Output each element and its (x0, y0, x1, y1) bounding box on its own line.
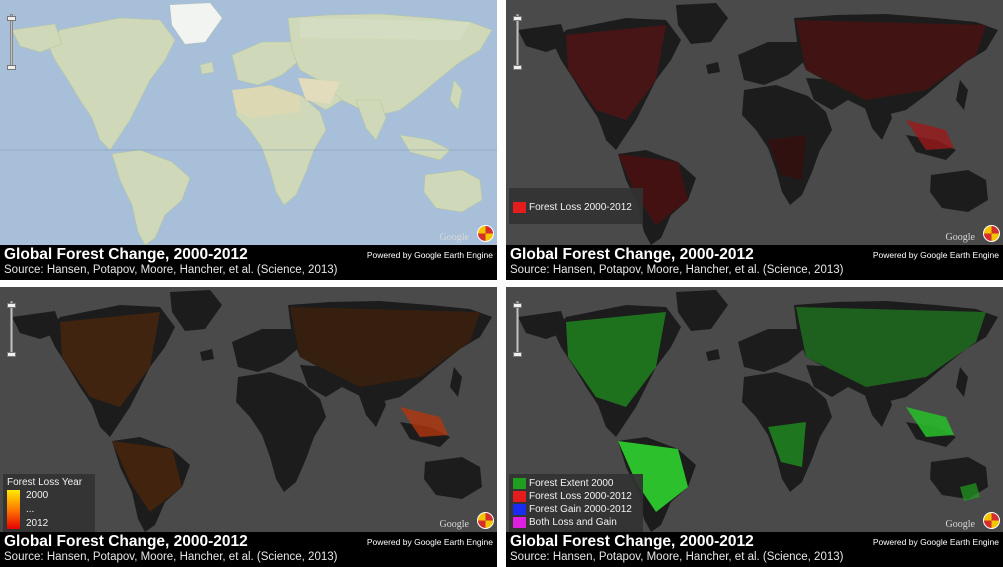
caption-bar: Global Forest Change, 2000-2012 Source: … (0, 245, 497, 280)
caption-source: Source: Hansen, Potapov, Moore, Hancher,… (510, 264, 844, 276)
panel-base-map: Google Global Forest Change, 2000-2012 S… (0, 0, 497, 280)
zoom-in-button[interactable] (7, 303, 16, 308)
legend-swatch-extent (513, 478, 526, 489)
caption-bar: Global Forest Change, 2000-2012 Source: … (0, 532, 497, 567)
caption-title: Global Forest Change, 2000-2012 (4, 246, 248, 263)
umd-seal-icon (983, 225, 1000, 242)
map-legend: Forest Loss Year 2000 ... 2012 (3, 474, 95, 532)
umd-seal-icon (477, 225, 494, 242)
zoom-slider[interactable] (511, 299, 523, 361)
world-map-forest-loss[interactable] (506, 0, 1003, 245)
zoom-track (516, 301, 519, 357)
powered-by-label: Powered by Google Earth Engine (872, 537, 999, 547)
legend-ellipsis: ... (26, 504, 35, 515)
google-logo: Google (945, 232, 975, 243)
google-logo: Google (439, 232, 469, 243)
caption-bar: Global Forest Change, 2000-2012 Source: … (506, 532, 1003, 567)
legend-swatch-gain (513, 504, 526, 515)
caption-title: Global Forest Change, 2000-2012 (4, 533, 248, 550)
legend-gradient (7, 490, 20, 529)
zoom-out-button[interactable] (513, 352, 522, 357)
panel-forest-loss-year: Forest Loss Year 2000 ... 2012 Google Gl… (0, 287, 497, 567)
powered-by-label: Powered by Google Earth Engine (366, 250, 493, 260)
legend-item: Forest Loss 2000-2012 (513, 490, 639, 503)
zoom-slider[interactable] (5, 12, 17, 74)
zoom-track (516, 14, 519, 70)
legend-label: Forest Extent 2000 (529, 478, 614, 489)
caption-title: Global Forest Change, 2000-2012 (510, 246, 754, 263)
caption-source: Source: Hansen, Potapov, Moore, Hancher,… (510, 551, 844, 563)
zoom-out-button[interactable] (513, 65, 522, 70)
zoom-slider[interactable] (5, 299, 17, 361)
legend-item: Forest Extent 2000 (513, 477, 639, 490)
legend-swatch-loss (513, 202, 526, 213)
world-map-base[interactable] (0, 0, 497, 245)
legend-item: Both Loss and Gain (513, 516, 639, 529)
legend-start-year: 2000 (26, 490, 49, 501)
map-legend: Forest Loss 2000-2012 (509, 188, 643, 224)
caption-title: Global Forest Change, 2000-2012 (510, 533, 754, 550)
zoom-in-button[interactable] (513, 303, 522, 308)
legend-label: Forest Loss 2000-2012 (529, 202, 632, 213)
umd-seal-icon (477, 512, 494, 529)
zoom-track (10, 301, 13, 357)
zoom-in-button[interactable] (7, 16, 16, 21)
caption-bar: Global Forest Change, 2000-2012 Source: … (506, 245, 1003, 280)
umd-seal-icon (983, 512, 1000, 529)
map-canvas (0, 0, 497, 245)
zoom-out-button[interactable] (7, 352, 16, 357)
zoom-slider[interactable] (511, 12, 523, 74)
powered-by-label: Powered by Google Earth Engine (366, 537, 493, 547)
legend-swatch-both (513, 517, 526, 528)
zoom-track (10, 14, 13, 70)
zoom-in-button[interactable] (513, 16, 522, 21)
zoom-out-button[interactable] (7, 65, 16, 70)
legend-item: Forest Loss 2000-2012 (513, 201, 643, 214)
panel-forest-extent: Forest Extent 2000 Forest Loss 2000-2012… (506, 287, 1003, 567)
legend-item: Forest Gain 2000-2012 (513, 503, 639, 516)
google-logo: Google (439, 519, 469, 530)
powered-by-label: Powered by Google Earth Engine (872, 250, 999, 260)
legend-title: Forest Loss Year (7, 477, 83, 488)
legend-end-year: 2012 (26, 518, 49, 529)
caption-source: Source: Hansen, Potapov, Moore, Hancher,… (4, 551, 338, 563)
world-map-forest-extent[interactable] (506, 287, 1003, 532)
google-logo: Google (945, 519, 975, 530)
map-canvas (506, 287, 1003, 532)
panel-forest-loss: Forest Loss 2000-2012 Google Global Fore… (506, 0, 1003, 280)
legend-swatch-loss (513, 491, 526, 502)
map-legend: Forest Extent 2000 Forest Loss 2000-2012… (509, 474, 643, 532)
legend-label: Both Loss and Gain (529, 517, 617, 528)
caption-source: Source: Hansen, Potapov, Moore, Hancher,… (4, 264, 338, 276)
map-canvas (506, 0, 1003, 245)
legend-label: Forest Loss 2000-2012 (529, 491, 632, 502)
legend-label: Forest Gain 2000-2012 (529, 504, 632, 515)
